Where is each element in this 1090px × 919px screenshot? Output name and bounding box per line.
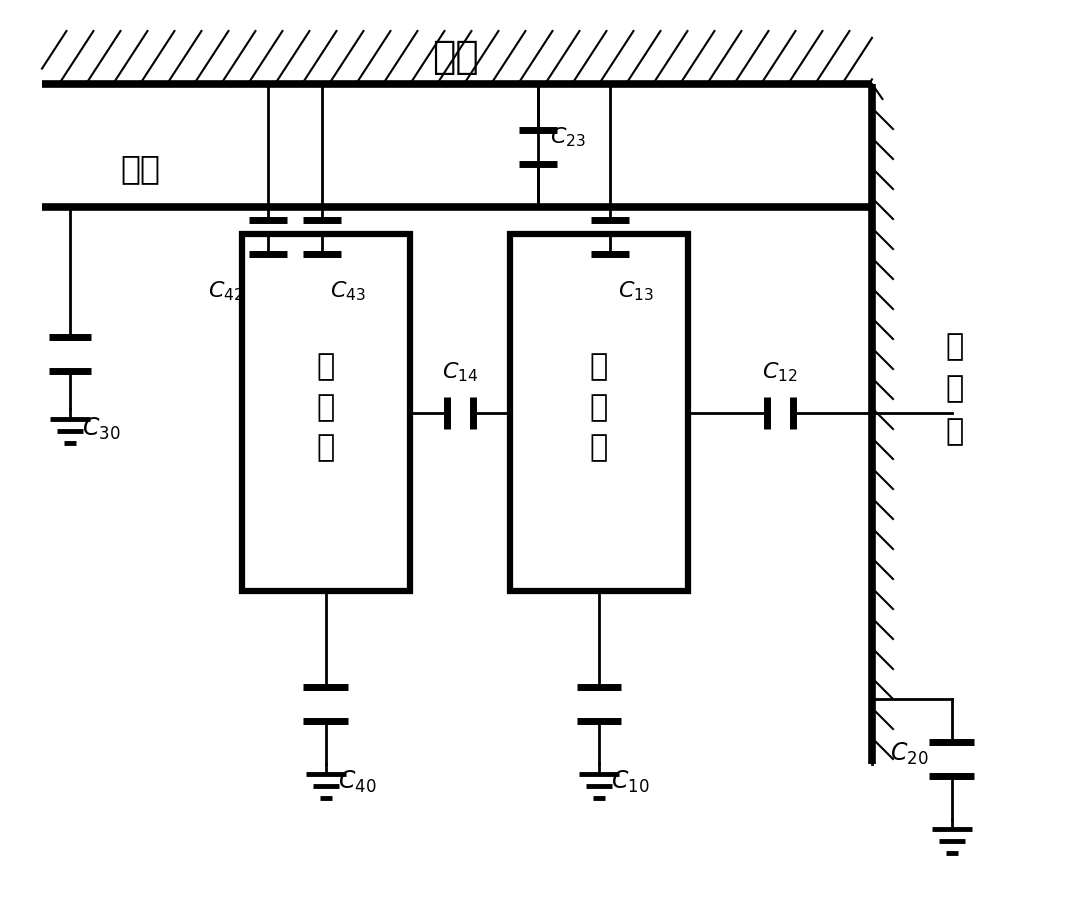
Text: $C_{40}$: $C_{40}$ [338, 769, 376, 795]
Text: $C_{13}$: $C_{13}$ [618, 279, 654, 302]
Text: 外
绕
组: 外 绕 组 [317, 353, 335, 462]
Bar [510, 234, 688, 591]
Bar [242, 234, 410, 591]
Text: $C_{42}$: $C_{42}$ [208, 279, 244, 302]
Text: 铁
心
柱: 铁 心 柱 [946, 332, 965, 447]
Text: $C_{30}$: $C_{30}$ [82, 416, 121, 442]
Text: $C_{20}$: $C_{20}$ [891, 741, 929, 767]
Text: 铁轭: 铁轭 [432, 38, 479, 76]
Text: 夹件: 夹件 [120, 153, 160, 186]
Text: $C_{43}$: $C_{43}$ [330, 279, 366, 302]
Text: $C_{12}$: $C_{12}$ [762, 361, 798, 384]
Text: $C_{23}$: $C_{23}$ [550, 125, 586, 149]
Text: 内
绕
组: 内 绕 组 [590, 353, 608, 462]
Text: $C_{10}$: $C_{10}$ [611, 769, 650, 795]
Text: $C_{14}$: $C_{14}$ [441, 361, 479, 384]
